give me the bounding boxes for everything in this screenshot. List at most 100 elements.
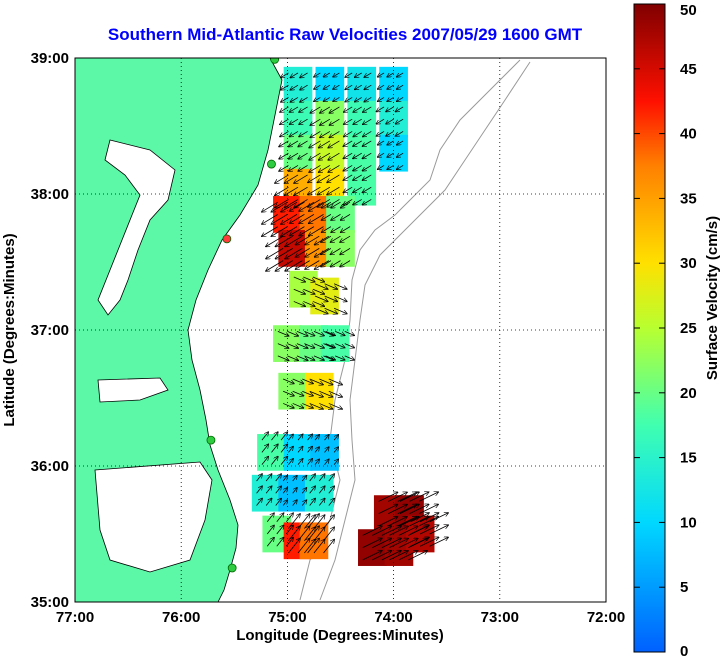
velocity-arrow — [381, 526, 401, 536]
velocity-arrow — [289, 140, 299, 147]
velocity-arrow — [429, 537, 448, 547]
velocity-arrow — [294, 199, 308, 207]
plot-frame — [74, 57, 607, 603]
velocity-arrow — [305, 248, 320, 257]
velocity-arrow — [266, 513, 274, 523]
velocity-arrow — [328, 390, 342, 397]
velocity-arrow — [295, 248, 310, 257]
velocity-arrow — [287, 355, 298, 361]
velocity-arrow — [325, 355, 335, 360]
velocity-arrow — [378, 505, 398, 514]
velocity-arrow — [398, 539, 418, 548]
velocity-arrow — [285, 235, 303, 246]
velocity-arrow — [323, 84, 331, 89]
velocity-arrow — [297, 434, 303, 441]
velocity-arrow — [340, 235, 351, 242]
velocity-arrow — [376, 106, 385, 112]
velocity-arrow — [330, 260, 341, 267]
velocity-arrow — [343, 174, 353, 180]
colorbar-tick-label: 45 — [680, 61, 697, 78]
colorbar-label: Surface Velocity (cm/s) — [704, 216, 721, 380]
velocity-arrow — [318, 474, 325, 482]
velocity-arrow — [322, 201, 332, 208]
velocity-arrow — [277, 355, 289, 361]
velocity-arrow — [372, 538, 391, 548]
velocity-arrow — [362, 165, 372, 170]
velocity-arrow — [410, 513, 429, 523]
colorbar-tick-label: 35 — [680, 190, 697, 207]
velocity-arrow — [321, 260, 332, 267]
velocity-arrow — [282, 378, 294, 384]
velocity-arrow — [319, 378, 332, 385]
velocity-arrow — [304, 527, 315, 542]
velocity-arrow — [317, 199, 331, 206]
velocity-arrow — [328, 140, 340, 148]
velocity-arrow — [307, 434, 313, 441]
velocity-arrow — [397, 72, 404, 77]
x-axis-label: Longitude (Degrees:Minutes) — [236, 627, 444, 644]
velocity-arrow — [378, 517, 398, 527]
chart-title: Southern Mid-Atlantic Raw Velocities 200… — [108, 25, 583, 44]
velocity-arrow — [285, 260, 303, 271]
velocity-arrow — [399, 492, 419, 502]
velocity-arrow — [309, 140, 321, 148]
velocity-arrow — [282, 488, 287, 494]
velocity-arrow — [364, 72, 372, 77]
x-tick-label: 77:00 — [56, 609, 94, 626]
velocity-arrow — [275, 474, 282, 482]
velocity-arrow — [279, 140, 289, 147]
velocity-arrow — [287, 330, 298, 336]
velocity-arrow — [293, 288, 305, 294]
colorbar-ticks: 0 5 10 15 20 25 30 35 40 45 50 — [634, 2, 697, 659]
velocity-arrow — [313, 515, 325, 529]
velocity-arrow — [295, 235, 310, 245]
velocity-arrow — [312, 276, 324, 282]
velocity-arrow — [301, 476, 306, 482]
velocity-arrow — [279, 152, 289, 159]
velocity-arrow — [355, 97, 362, 101]
velocity-arrow — [265, 486, 272, 494]
velocity-arrow — [308, 186, 321, 194]
velocity-arrow — [289, 118, 299, 124]
velocity-arrow — [353, 140, 362, 146]
velocity-arrow — [294, 174, 308, 183]
velocity-arrow — [256, 498, 263, 506]
velocity-arrow — [397, 97, 404, 101]
colorbar-tick-label: 50 — [680, 2, 697, 19]
velocity-arrow — [363, 106, 372, 112]
velocity-arrow — [262, 201, 279, 212]
velocity-arrow — [378, 84, 385, 89]
velocity-arrow — [320, 118, 331, 125]
velocity-arrow — [324, 435, 329, 441]
velocity-arrow — [333, 447, 338, 453]
velocity-arrow — [399, 517, 419, 527]
velocity-arrow — [323, 97, 331, 101]
velocity-arrow — [313, 355, 324, 360]
velocity-arrow — [318, 498, 325, 506]
velocity-arrow — [396, 131, 404, 136]
velocity-arrow — [281, 84, 289, 90]
velocity-arrow — [292, 500, 297, 506]
velocity-arrow — [333, 307, 347, 313]
velocity-arrow — [271, 432, 277, 441]
velocity-arrow — [325, 343, 335, 348]
velocity-arrow — [284, 186, 299, 195]
velocity-arrow — [328, 152, 340, 160]
velocity-arrow — [327, 174, 340, 182]
velocity-arrow — [341, 226, 351, 233]
colorbar-tick-label: 25 — [680, 320, 697, 337]
velocity-arrow — [418, 517, 438, 527]
velocity-arrow — [314, 283, 328, 289]
velocity-arrow — [388, 492, 407, 502]
velocity-arrow — [387, 165, 394, 169]
velocity-arrow — [309, 390, 323, 397]
velocity-arrow — [328, 486, 335, 494]
velocity-arrow — [275, 248, 293, 258]
velocity-arrow — [329, 118, 340, 125]
velocity-arrow — [328, 474, 335, 482]
velocity-arrow — [271, 214, 288, 224]
velocity-arrow — [314, 435, 319, 441]
velocity-arrow — [328, 378, 342, 385]
velocity-arrow — [261, 444, 268, 453]
velocity-arrow — [297, 514, 310, 529]
